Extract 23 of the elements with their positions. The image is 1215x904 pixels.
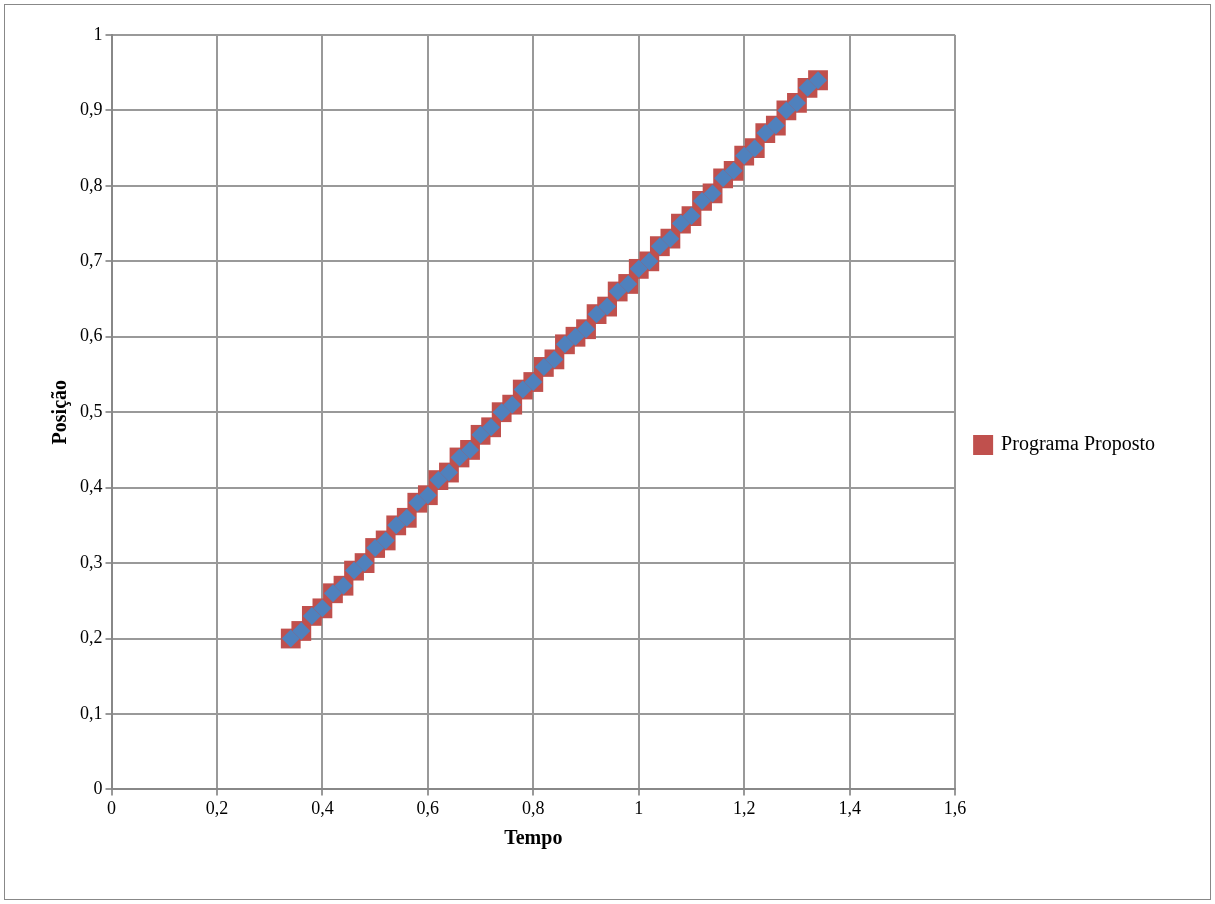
x-tick-label: 1,4 — [838, 797, 861, 818]
y-tick-label: 0 — [93, 778, 103, 799]
y-tick-label: 0,6 — [80, 325, 103, 346]
y-axis-title: Posição — [48, 379, 72, 445]
y-tick-label: 0,8 — [80, 174, 103, 195]
y-tick-label: 0,5 — [80, 400, 103, 421]
x-tick-label: 1,6 — [943, 797, 967, 818]
y-tick-label: 0,4 — [80, 476, 103, 497]
x-tick-label: 0,2 — [205, 797, 229, 818]
x-tick-label: 0,8 — [522, 797, 545, 818]
x-axis-title: Tempo — [504, 826, 563, 850]
y-tick-label: 0,9 — [80, 99, 103, 120]
y-tick-label: 0,1 — [80, 702, 103, 723]
x-tick-label: 1 — [634, 797, 644, 818]
y-tick-label: 0,3 — [80, 551, 103, 572]
x-tick-label: 0,6 — [416, 797, 440, 818]
x-tick-label: 1,2 — [732, 797, 756, 818]
legend-label: Programa Proposto — [1001, 432, 1156, 456]
y-tick-label: 1 — [93, 23, 103, 44]
y-tick-label: 0,7 — [80, 250, 103, 271]
x-tick-label: 0 — [107, 797, 116, 818]
y-tick-label: 0,2 — [80, 627, 103, 648]
x-tick-label: 0,4 — [311, 797, 334, 818]
